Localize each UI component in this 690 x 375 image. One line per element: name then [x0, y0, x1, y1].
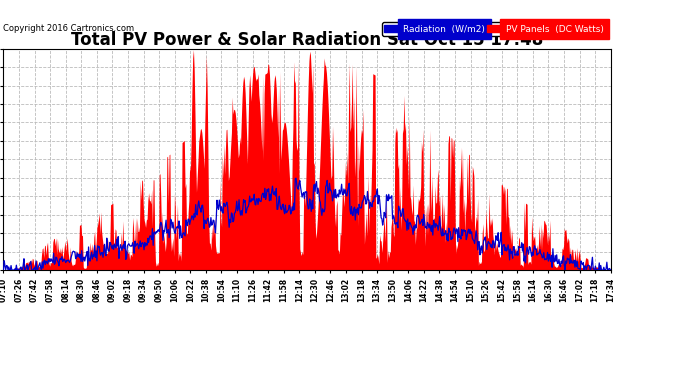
Legend: Radiation  (W/m2), PV Panels  (DC Watts): Radiation (W/m2), PV Panels (DC Watts) [382, 22, 606, 36]
Title: Total PV Power & Solar Radiation Sat Oct 15 17:48: Total PV Power & Solar Radiation Sat Oct… [71, 31, 543, 49]
Text: Copyright 2016 Cartronics.com: Copyright 2016 Cartronics.com [3, 24, 135, 33]
